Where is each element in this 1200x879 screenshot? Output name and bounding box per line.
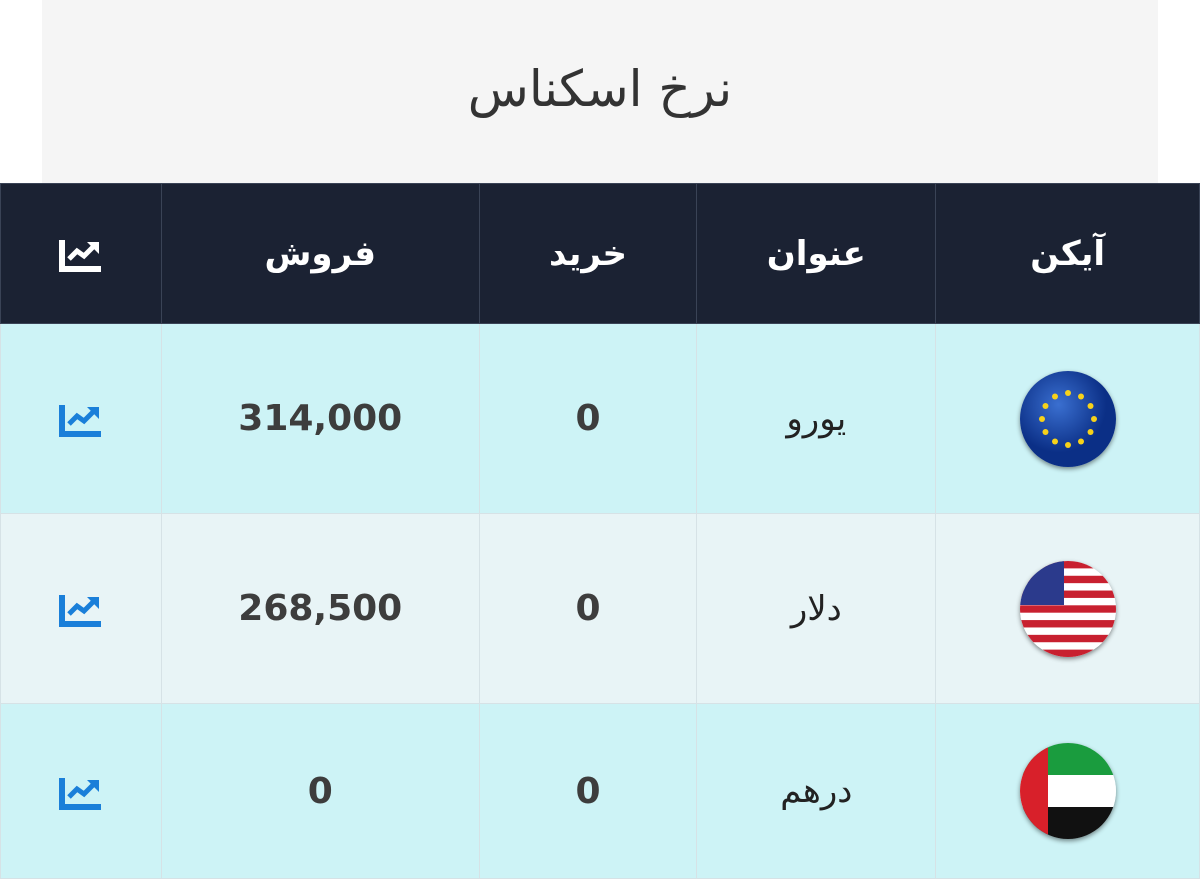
currency-name: یورو	[696, 323, 937, 514]
chart-icon	[58, 595, 101, 627]
chart-button[interactable]	[0, 513, 162, 704]
currency-table: آیکن عنوان خرید فروش یورو 0 314,000 دلار…	[0, 183, 1200, 879]
buy-price: 0	[478, 513, 698, 704]
table-row: درهم 0 0	[0, 703, 1200, 879]
icon-cell	[935, 513, 1200, 704]
currency-name: دلار	[696, 513, 937, 704]
title-panel: نرخ اسکناس	[42, 0, 1158, 183]
buy-price: 0	[478, 703, 698, 879]
page-title: نرخ اسکناس	[467, 59, 733, 118]
us-flag-icon	[1019, 560, 1116, 657]
table-header: آیکن عنوان خرید فروش	[0, 183, 1200, 324]
chart-icon	[58, 240, 101, 272]
table-row: دلار 0 268,500	[0, 513, 1200, 704]
header-title: عنوان	[696, 183, 937, 324]
header-icon: آیکن	[935, 183, 1200, 324]
chart-icon	[58, 777, 101, 810]
uae-flag-icon	[1019, 743, 1116, 839]
currency-name: درهم	[696, 703, 937, 879]
icon-cell	[935, 323, 1200, 514]
chart-button[interactable]	[0, 323, 162, 514]
chart-button[interactable]	[0, 703, 162, 879]
header-chart	[0, 183, 162, 324]
eu-flag-icon	[1019, 370, 1116, 467]
header-sell: فروش	[160, 183, 480, 324]
chart-icon	[58, 405, 101, 437]
header-buy: خرید	[478, 183, 698, 324]
sell-price: 0	[160, 703, 480, 879]
table-row: یورو 0 314,000	[0, 323, 1200, 514]
sell-price: 268,500	[160, 513, 480, 704]
sell-price: 314,000	[160, 323, 480, 514]
icon-cell	[935, 703, 1200, 879]
buy-price: 0	[478, 323, 698, 514]
